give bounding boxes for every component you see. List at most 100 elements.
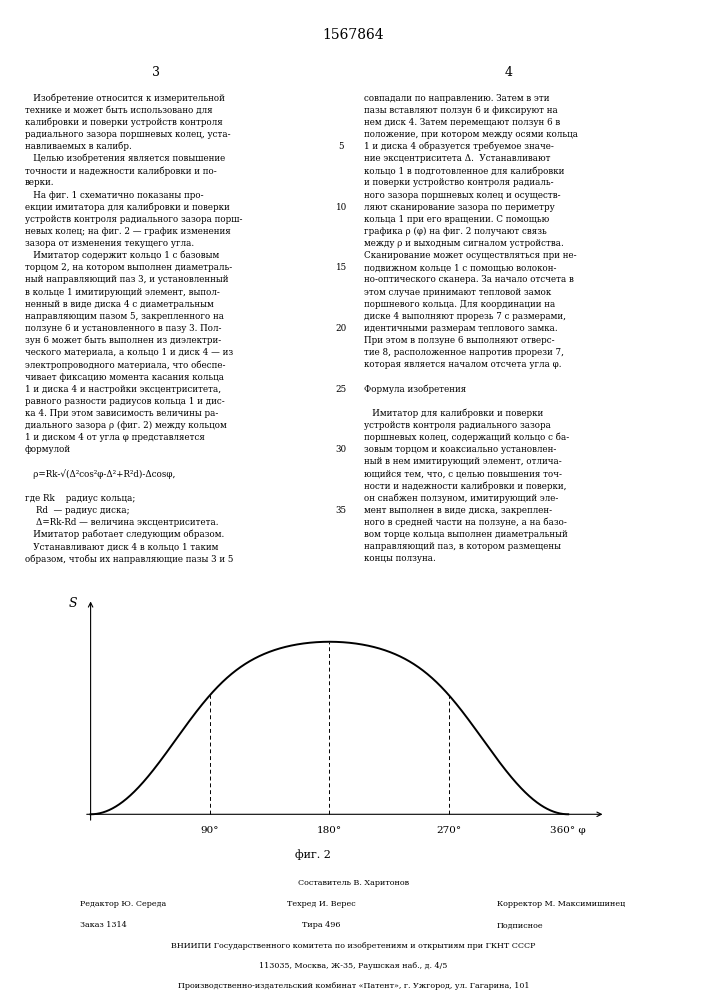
Text: 113035, Москва, Ж-35, Раушская наб., д. 4/5: 113035, Москва, Ж-35, Раушская наб., д. … [259,962,448,970]
Text: и поверки устройство контроля радиаль-: и поверки устройство контроля радиаль- [364,178,554,187]
Text: Подписное: Подписное [496,921,543,929]
Text: Заказ 1314: Заказ 1314 [81,921,127,929]
Text: зазора от изменения текущего угла.: зазора от изменения текущего угла. [25,239,194,248]
Text: верки.: верки. [25,178,54,187]
Text: Сканирование может осуществляться при не-: Сканирование может осуществляться при не… [364,251,577,260]
Text: ческого материала, а кольцо 1 и диск 4 — из: ческого материала, а кольцо 1 и диск 4 —… [25,348,233,357]
Text: концы ползуна.: концы ползуна. [364,554,436,563]
Text: ка 4. При этом зависимость величины ра-: ка 4. При этом зависимость величины ра- [25,409,218,418]
Text: 90°: 90° [201,826,219,835]
Text: графика ρ (φ) на фиг. 2 получают связь: графика ρ (φ) на фиг. 2 получают связь [364,227,547,236]
Text: где Rk    радиус кольца;: где Rk радиус кольца; [25,494,135,503]
Text: 10: 10 [336,203,346,212]
Text: ного в средней части на ползуне, а на базо-: ного в средней части на ползуне, а на ба… [364,518,567,527]
Text: ляют сканирование зазора по периметру: ляют сканирование зазора по периметру [364,203,555,212]
Text: калибровки и поверки устройств контроля: калибровки и поверки устройств контроля [25,118,223,127]
Text: точности и надежности калибровки и по-: точности и надежности калибровки и по- [25,166,216,176]
Text: но-оптического сканера. За начало отсчета в: но-оптического сканера. За начало отсчет… [364,275,574,284]
Text: устройств контроля радиального зазора порш-: устройств контроля радиального зазора по… [25,215,243,224]
Text: ный в нем имитирующий элемент, отлича-: ный в нем имитирующий элемент, отлича- [364,457,562,466]
Text: направляющий паз, в котором размещены: направляющий паз, в котором размещены [364,542,561,551]
Text: между ρ и выходным сигналом устройства.: между ρ и выходным сигналом устройства. [364,239,564,248]
Text: 1 и диска 4 и настройки эксцентриситета,: 1 и диска 4 и настройки эксцентриситета, [25,385,221,394]
Text: 35: 35 [336,506,346,515]
Text: Тира 496: Тира 496 [302,921,340,929]
Text: Техред И. Верес: Техред И. Верес [286,900,356,908]
Text: ненный в виде диска 4 с диаметральным: ненный в виде диска 4 с диаметральным [25,300,214,309]
Text: 25: 25 [336,385,346,394]
Text: 1567864: 1567864 [322,28,385,42]
Text: торцом 2, на котором выполнен диаметраль-: торцом 2, на котором выполнен диаметраль… [25,263,232,272]
Text: Имитатор для калибровки и поверки: Имитатор для калибровки и поверки [364,409,544,418]
Text: Rd  — радиус диска;: Rd — радиус диска; [25,506,129,515]
Text: устройств контроля радиального зазора: устройств контроля радиального зазора [364,421,551,430]
Text: 180°: 180° [317,826,342,835]
Text: этом случае принимают тепловой замок: этом случае принимают тепловой замок [364,288,551,297]
Text: подвижном кольце 1 с помощью волокон-: подвижном кольце 1 с помощью волокон- [364,263,556,272]
Text: зун 6 может быть выполнен из диэлектри-: зун 6 может быть выполнен из диэлектри- [25,336,221,345]
Text: 20: 20 [336,324,346,333]
Text: электропроводного материала, что обеспе-: электропроводного материала, что обеспе- [25,360,226,370]
Text: На фиг. 1 схематично показаны про-: На фиг. 1 схематично показаны про- [25,191,204,200]
Text: тие 8, расположенное напротив прорези 7,: тие 8, расположенное напротив прорези 7, [364,348,564,357]
Text: формулой: формулой [25,445,71,454]
Text: направляющим пазом 5, закрепленного на: направляющим пазом 5, закрепленного на [25,312,223,321]
Text: ности и надежности калибровки и поверки,: ности и надежности калибровки и поверки, [364,481,566,491]
Text: совпадали по направлению. Затем в эти: совпадали по направлению. Затем в эти [364,94,549,103]
Text: 360° φ: 360° φ [550,826,586,835]
Text: положение, при котором между осями кольца: положение, при котором между осями кольц… [364,130,578,139]
Text: 4: 4 [505,66,513,79]
Text: он снабжен ползуном, имитирующий эле-: он снабжен ползуном, имитирующий эле- [364,494,559,503]
Text: диального зазора ρ (фиг. 2) между кольцом: диального зазора ρ (фиг. 2) между кольцо… [25,421,226,430]
Text: идентичными размерам теплового замка.: идентичными размерам теплового замка. [364,324,558,333]
Text: Имитатор содержит кольцо 1 с базовым: Имитатор содержит кольцо 1 с базовым [25,251,219,260]
Text: ного зазора поршневых колец и осуществ-: ного зазора поршневых колец и осуществ- [364,191,561,200]
Text: равного разности радиусов кольца 1 и дис-: равного разности радиусов кольца 1 и дис… [25,397,225,406]
Text: вом торце кольца выполнен диаметральный: вом торце кольца выполнен диаметральный [364,530,568,539]
Text: 30: 30 [336,445,346,454]
Text: 1 и диском 4 от угла φ представляется: 1 и диском 4 от угла φ представляется [25,433,204,442]
Text: ющийся тем, что, с целью повышения точ-: ющийся тем, что, с целью повышения точ- [364,470,562,479]
Text: кольца 1 при его вращении. С помощью: кольца 1 при его вращении. С помощью [364,215,549,224]
Text: 5: 5 [339,142,344,151]
Text: Редактор Ю. Середа: Редактор Ю. Середа [81,900,167,908]
Text: 1 и диска 4 образуется требуемое значе-: 1 и диска 4 образуется требуемое значе- [364,142,554,151]
Text: S: S [69,597,77,610]
Text: Δ=Rk-Rd — величина эксцентриситета.: Δ=Rk-Rd — величина эксцентриситета. [25,518,218,527]
Text: мент выполнен в виде диска, закреплен-: мент выполнен в виде диска, закреплен- [364,506,552,515]
Text: нем диск 4. Затем перемещают ползун 6 в: нем диск 4. Затем перемещают ползун 6 в [364,118,561,127]
Text: Формула изобретения: Формула изобретения [364,384,467,394]
Text: поршневого кольца. Для координации на: поршневого кольца. Для координации на [364,300,556,309]
Text: При этом в ползуне 6 выполняют отверс-: При этом в ползуне 6 выполняют отверс- [364,336,555,345]
Text: Целью изобретения является повышение: Целью изобретения является повышение [25,154,225,163]
Text: Корректор М. Максимишинец: Корректор М. Максимишинец [496,900,625,908]
Text: фиг. 2: фиг. 2 [295,849,330,860]
Text: образом, чтобы их направляющие пазы 3 и 5: образом, чтобы их направляющие пазы 3 и … [25,554,233,564]
Text: Имитатор работает следующим образом.: Имитатор работает следующим образом. [25,530,224,539]
Text: 3: 3 [151,66,160,79]
Text: невых колец; на фиг. 2 — график изменения: невых колец; на фиг. 2 — график изменени… [25,227,230,236]
Text: ρ=Rk-√(Δ²cos²φ-Δ²+R²d)-Δcosφ,: ρ=Rk-√(Δ²cos²φ-Δ²+R²d)-Δcosφ, [25,469,175,479]
Text: чивает фиксацию момента касания кольца: чивает фиксацию момента касания кольца [25,373,223,382]
Text: в кольце 1 имитирующий элемент, выпол-: в кольце 1 имитирующий элемент, выпол- [25,288,220,297]
Text: которая является началом отсчета угла φ.: которая является началом отсчета угла φ. [364,360,561,369]
Text: ный направляющий паз 3, и установленный: ный направляющий паз 3, и установленный [25,275,228,284]
Text: поршневых колец, содержащий кольцо с ба-: поршневых колец, содержащий кольцо с ба- [364,433,569,442]
Text: пазы вставляют ползун 6 и фиксируют на: пазы вставляют ползун 6 и фиксируют на [364,106,558,115]
Text: Изобретение относится к измерительной: Изобретение относится к измерительной [25,93,225,103]
Text: Устанавливают диск 4 в кольцо 1 таким: Устанавливают диск 4 в кольцо 1 таким [25,542,218,551]
Text: 15: 15 [336,263,346,272]
Text: радиального зазора поршневых колец, уста-: радиального зазора поршневых колец, уста… [25,130,230,139]
Text: навливаемых в калибр.: навливаемых в калибр. [25,142,132,151]
Text: ВНИИПИ Государственного комитета по изобретениям и открытиям при ГКНТ СССР: ВНИИПИ Государственного комитета по изоб… [171,942,536,950]
Text: кольцо 1 в подготовленное для калибровки: кольцо 1 в подготовленное для калибровки [364,166,564,176]
Text: Составитель В. Харитонов: Составитель В. Харитонов [298,879,409,887]
Text: ползуне 6 и установленного в пазу 3. Пол-: ползуне 6 и установленного в пазу 3. Пол… [25,324,221,333]
Text: Производственно-издательский комбинат «Патент», г. Ужгород, ул. Гагарина, 101: Производственно-издательский комбинат «П… [177,982,530,990]
Text: технике и может быть использовано для: технике и может быть использовано для [25,106,212,115]
Text: зовым торцом и коаксиально установлен-: зовым торцом и коаксиально установлен- [364,445,556,454]
Text: 270°: 270° [436,826,462,835]
Text: екции имитатора для калибровки и поверки: екции имитатора для калибровки и поверки [25,202,230,212]
Text: ние эксцентриситета Δ.  Устанавливают: ние эксцентриситета Δ. Устанавливают [364,154,551,163]
Text: диске 4 выполняют прорезь 7 с размерами,: диске 4 выполняют прорезь 7 с размерами, [364,312,566,321]
